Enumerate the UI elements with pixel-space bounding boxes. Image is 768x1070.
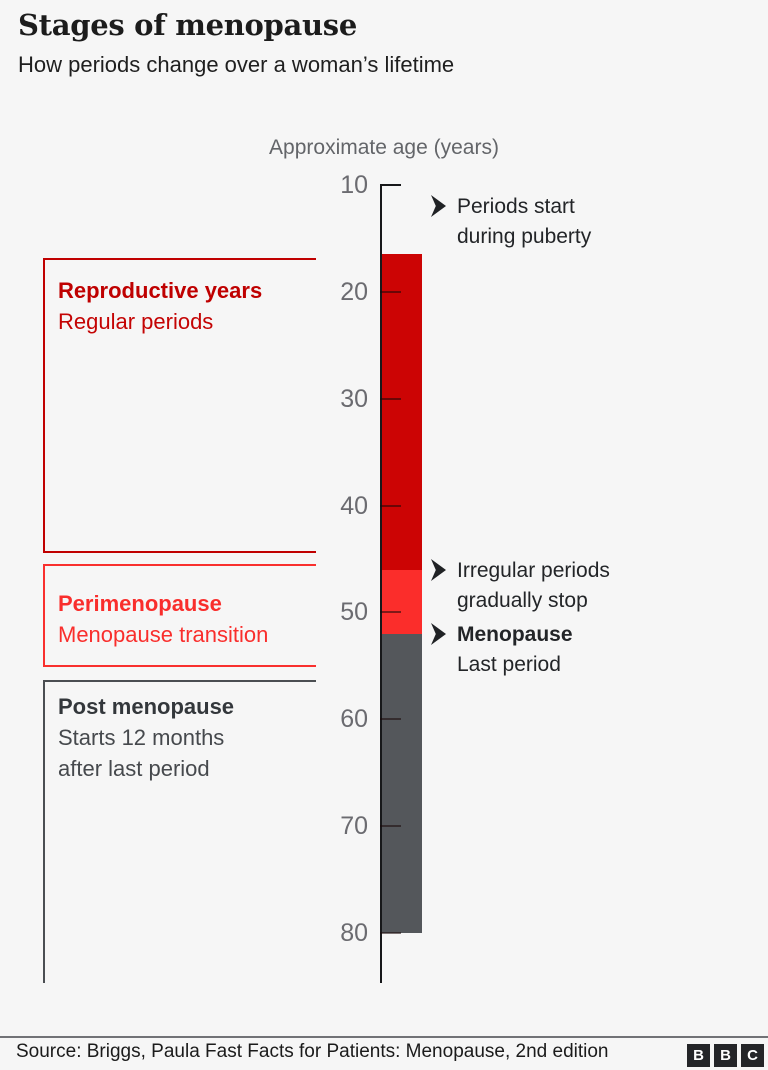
age-axis-line (380, 184, 382, 983)
annotation-3: Menopause Last period (457, 620, 697, 680)
annotation-line: Irregular periods (457, 558, 610, 582)
annotation-arrow-icon (431, 622, 446, 645)
annotation-1: Periods start during puberty (457, 192, 697, 252)
axis-tick-20 (380, 290, 401, 293)
axis-tick-40 (380, 504, 401, 507)
annotation-line: Menopause (457, 622, 573, 646)
axis-title: Approximate age (years) (269, 136, 499, 159)
page-title: Stages of menopause (18, 8, 357, 42)
stage-title: Reproductive years (58, 278, 263, 303)
bbc-logo-b2: B (714, 1044, 737, 1067)
stage-bracket-3 (43, 680, 316, 983)
axis-tick-60 (380, 718, 401, 721)
stage-title: Perimenopause (58, 591, 222, 616)
bbc-logo-b1: B (687, 1044, 710, 1067)
source-text: Source: Briggs, Paula Fast Facts for Pat… (16, 1041, 609, 1062)
annotation-2: Irregular periods gradually stop (457, 556, 697, 616)
axis-tick-label-80: 80 (340, 919, 368, 947)
axis-tick-50 (380, 611, 401, 614)
axis-tick-label-10: 10 (340, 171, 368, 199)
stage-bracket-1 (43, 258, 316, 553)
axis-tick-80 (380, 932, 401, 934)
axis-tick-label-50: 50 (340, 598, 368, 627)
stage-subtitle-line: Menopause transition (58, 622, 269, 647)
stage-label-1: Reproductive years Regular periods (58, 276, 320, 337)
axis-tick-10 (380, 184, 401, 186)
annotation-line: Periods start (457, 195, 575, 219)
bar-segment-3 (382, 633, 422, 933)
axis-tick-30 (380, 397, 401, 400)
stage-subtitle-line: Starts 12 months (58, 725, 225, 750)
bar-segment-1 (382, 254, 422, 570)
footer-divider (0, 1036, 768, 1038)
axis-tick-label-60: 60 (340, 705, 368, 734)
axis-tick-label-40: 40 (340, 491, 368, 520)
annotation-line: gradually stop (457, 588, 588, 612)
annotation-line: during puberty (457, 225, 592, 249)
bar-segment-2 (382, 569, 422, 634)
stage-bracket-2 (43, 564, 316, 667)
stage-subtitle-line: after last period (58, 756, 210, 781)
stage-title: Post menopause (58, 694, 235, 719)
axis-tick-label-20: 20 (340, 277, 368, 306)
axis-tick-70 (380, 825, 401, 828)
axis-tick-label-30: 30 (340, 384, 368, 413)
page-subtitle: How periods change over a woman’s lifeti… (18, 52, 455, 77)
annotation-arrow-icon (431, 558, 446, 581)
stage-subtitle-line: Regular periods (58, 309, 214, 334)
bbc-logo-c: C (741, 1044, 764, 1067)
stage-label-2: Perimenopause Menopause transition (58, 589, 320, 650)
annotation-line: Last period (457, 652, 561, 676)
stage-label-3: Post menopause Starts 12 months after last… (58, 692, 320, 784)
annotation-arrow-icon (431, 195, 446, 218)
axis-tick-label-70: 70 (340, 812, 368, 841)
